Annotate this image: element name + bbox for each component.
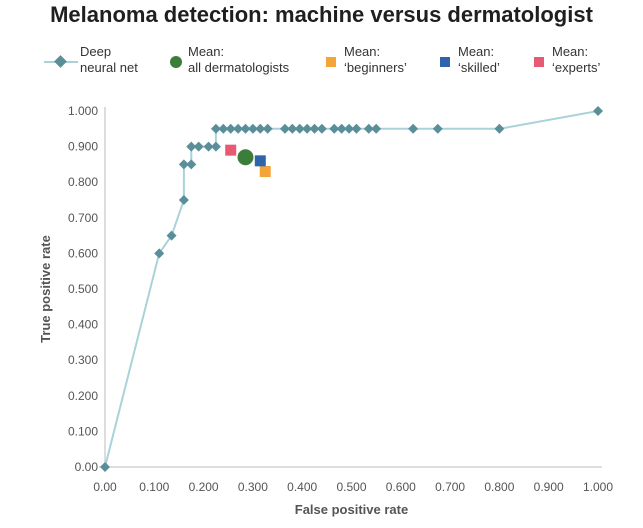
- data-point-deep-neural-net: [344, 123, 355, 134]
- data-point-deep-neural-net: [336, 123, 347, 134]
- x-tick-label: 0.500: [336, 480, 366, 494]
- data-point-deep-neural-net: [302, 123, 313, 134]
- x-tick-label: 1.000: [583, 480, 613, 494]
- data-point-deep-neural-net: [309, 123, 320, 134]
- x-tick-label: 0.400: [287, 480, 317, 494]
- data-point-deep-neural-net: [287, 123, 298, 134]
- legend-label: Mean: ‘experts’: [552, 44, 601, 75]
- data-point-deep-neural-net: [316, 123, 327, 134]
- x-tick-label: 0.200: [189, 480, 219, 494]
- legend-swatch-circle: [170, 56, 182, 68]
- y-tick-label: 1.000: [68, 104, 98, 118]
- x-tick-label: 0.300: [238, 480, 268, 494]
- legend-item-beginners: Mean: ‘beginners’: [322, 44, 407, 80]
- x-tick-label: 0.900: [534, 480, 564, 494]
- legend-swatch-square: [534, 57, 544, 67]
- y-tick-label: 0.00: [75, 460, 99, 474]
- data-point-deep-neural-net: [247, 123, 258, 134]
- data-point-deep-neural-net: [166, 230, 177, 241]
- data-point-mean-skilled: [254, 155, 266, 167]
- legend-item-experts: Mean: ‘experts’: [530, 44, 600, 80]
- y-tick-label: 0.200: [68, 389, 98, 403]
- data-point-deep-neural-net: [210, 123, 221, 134]
- data-point-mean-beginners: [259, 166, 271, 178]
- data-point-deep-neural-net: [262, 123, 273, 134]
- legend-swatch-square: [440, 57, 450, 67]
- data-point-deep-neural-net: [193, 141, 204, 152]
- legend-swatch-square: [326, 57, 336, 67]
- data-point-deep-neural-net: [240, 123, 251, 134]
- data-point-deep-neural-net: [408, 123, 419, 134]
- y-tick-label: 0.300: [68, 353, 98, 367]
- y-tick-label: 0.400: [68, 318, 98, 332]
- legend-item-deep-neural-net: Deep neural net: [42, 44, 138, 80]
- x-axis-title: False positive rate: [295, 502, 408, 517]
- y-tick-label: 0.100: [68, 424, 98, 438]
- data-point-deep-neural-net: [233, 123, 244, 134]
- y-axis-title: True positive rate: [38, 235, 53, 343]
- x-tick-label: 0.100: [139, 480, 169, 494]
- data-point-deep-neural-net: [371, 123, 382, 134]
- chart-title: Melanoma detection: machine versus derma…: [50, 2, 593, 27]
- legend-label: Mean: all dermatologists: [188, 44, 290, 75]
- data-point-mean-all-dermatologists: [237, 149, 254, 166]
- data-point-deep-neural-net: [494, 123, 505, 134]
- data-point-deep-neural-net: [294, 123, 305, 134]
- x-tick-label: 0.700: [435, 480, 465, 494]
- data-point-deep-neural-net: [329, 123, 340, 134]
- y-tick-label: 0.600: [68, 246, 98, 260]
- data-point-mean-experts: [225, 144, 237, 156]
- data-point-deep-neural-net: [363, 123, 374, 134]
- y-tick-label: 0.500: [68, 282, 98, 296]
- x-tick-label: 0.600: [386, 480, 416, 494]
- data-point-deep-neural-net: [154, 248, 165, 259]
- data-point-deep-neural-net: [203, 141, 214, 152]
- legend-item-skilled: Mean: ‘skilled’: [436, 44, 500, 80]
- data-point-deep-neural-net: [432, 123, 443, 134]
- data-point-deep-neural-net: [100, 462, 110, 472]
- x-tick-label: 0.00: [93, 480, 117, 494]
- data-point-deep-neural-net: [178, 159, 189, 170]
- data-point-deep-neural-net: [351, 123, 362, 134]
- data-point-deep-neural-net: [210, 141, 221, 152]
- legend-label: Mean: ‘skilled’: [458, 44, 500, 75]
- y-tick-label: 0.800: [68, 175, 98, 189]
- data-point-deep-neural-net: [178, 195, 189, 205]
- legend: Deep neural net Mean: all dermatologists…: [0, 44, 643, 84]
- legend-label: Mean: ‘beginners’: [344, 44, 407, 75]
- x-tick-label: 0.800: [484, 480, 514, 494]
- y-tick-label: 0.900: [68, 140, 98, 154]
- data-point-deep-neural-net: [255, 123, 266, 134]
- y-tick-label: 0.700: [68, 211, 98, 225]
- data-point-deep-neural-net: [279, 123, 290, 134]
- data-point-deep-neural-net: [186, 159, 197, 170]
- data-point-deep-neural-net: [186, 141, 197, 152]
- data-point-deep-neural-net: [225, 123, 236, 134]
- legend-item-all-dermatologists: Mean: all dermatologists: [168, 44, 289, 80]
- data-point-deep-neural-net: [218, 123, 229, 134]
- data-point-deep-neural-net: [593, 106, 603, 116]
- legend-swatch-line-diamond: [44, 55, 78, 68]
- legend-label: Deep neural net: [80, 44, 138, 75]
